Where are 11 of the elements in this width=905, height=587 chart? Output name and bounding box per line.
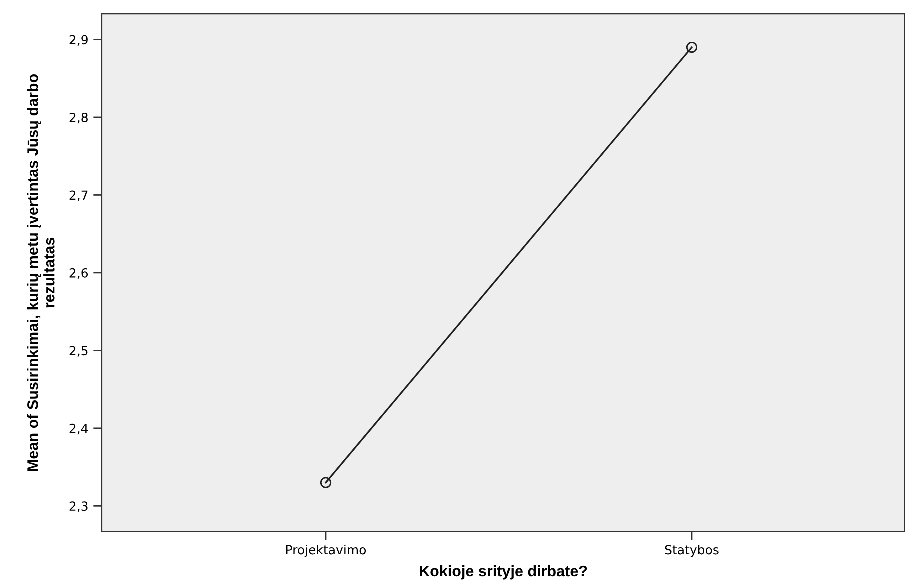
y-tick-label: 2,9 [70,35,88,46]
y-tick-label: 2,7 [70,190,88,202]
y-tick-label: 2,8 [70,112,88,124]
y-tick-label: 2,3 [70,502,88,512]
y-tick-label: 2,5 [70,346,88,357]
x-tick-label: Projektavimo [286,545,366,558]
y-axis-title: Mean of Susirinkimai, kurių metu įvertintas Jūsų darbo rezultatas [27,74,55,471]
y-tick-label: 2,6 [70,268,88,280]
x-axis-title: Kokioje srityje dirbate? [420,565,588,580]
x-tick-label: Statybos [665,545,719,558]
y-tick-label: 2,4 [70,424,88,435]
